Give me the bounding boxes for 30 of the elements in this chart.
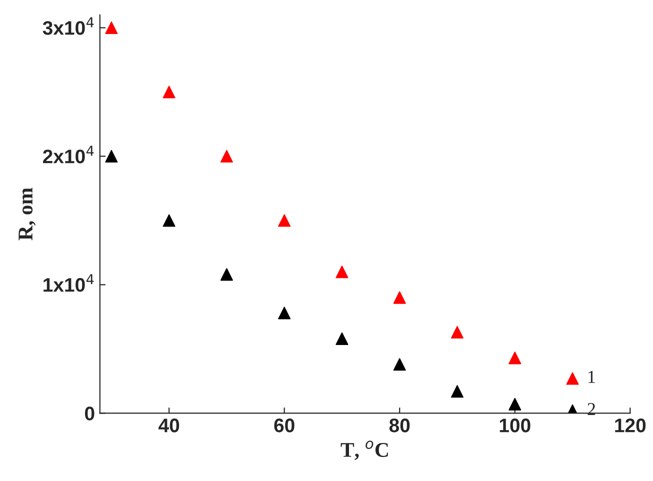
series-label: 1 xyxy=(588,370,595,383)
point xyxy=(278,214,291,227)
point xyxy=(105,150,118,163)
point xyxy=(508,398,522,410)
point xyxy=(566,372,579,385)
point xyxy=(336,266,348,278)
point xyxy=(220,150,233,163)
y-tick-label: 3x10$^{4}$ xyxy=(42,17,94,35)
y-tick-label: 0 xyxy=(85,406,94,420)
x-tick-label: 60 xyxy=(274,418,294,432)
point xyxy=(105,21,118,34)
series-label: 2 xyxy=(588,402,595,415)
point xyxy=(336,332,348,345)
point xyxy=(220,268,233,281)
y-tick-label: 2x10$^{4}$ xyxy=(43,146,94,164)
x-axis-title: T, $^{o}$C xyxy=(340,440,388,460)
y-axis-title: R, om xyxy=(18,188,36,240)
point xyxy=(393,358,406,371)
point xyxy=(393,291,406,304)
point xyxy=(162,86,176,98)
x-tick-label: 120 xyxy=(615,418,646,432)
point xyxy=(450,385,464,398)
x-tick-label: 80 xyxy=(389,418,410,432)
x-tick-label: 40 xyxy=(158,418,180,432)
point xyxy=(450,326,464,339)
y-tick-label: 1x10$^{4}$ xyxy=(44,274,94,292)
point xyxy=(508,352,522,364)
point xyxy=(278,306,291,320)
x-tick-label: 100 xyxy=(500,418,530,432)
point xyxy=(162,214,176,227)
